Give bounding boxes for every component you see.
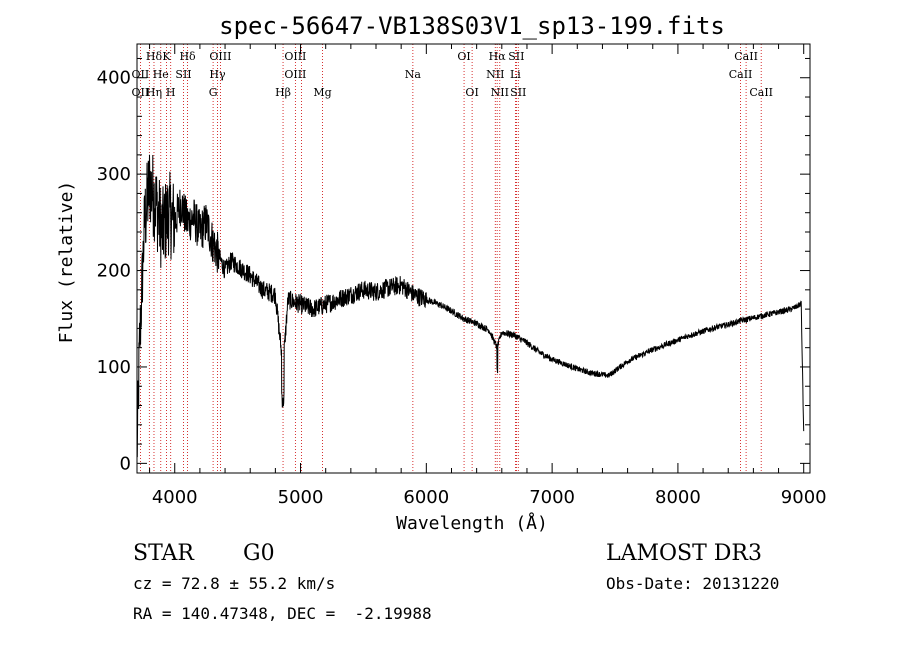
line-marker-label: Hγ (209, 68, 226, 81)
line-marker-label: Li (510, 68, 521, 81)
line-marker-label: CaII (734, 50, 758, 63)
plot-frame (136, 43, 811, 474)
line-marker-label: Hβ (275, 86, 291, 99)
spectrum-line (136, 154, 805, 458)
x-tick-label: 7000 (529, 487, 575, 508)
y-axis-label: Flux (relative) (56, 181, 77, 344)
y-tick-label: 400 (97, 68, 131, 89)
y-tick-label: 300 (97, 164, 131, 185)
line-marker-label: NII (486, 68, 504, 81)
line-marker-label: Mg (313, 86, 331, 99)
emission-line-markers (139, 44, 762, 473)
spectral-subclass: G0 (243, 541, 275, 566)
x-tick-label: 4000 (152, 487, 198, 508)
y-tick-label: 0 (120, 453, 131, 474)
line-marker-label: He (153, 68, 169, 81)
line-marker-label: CaII (749, 86, 773, 99)
line-marker-label: K (162, 50, 171, 63)
survey-name: LAMOST DR3 (606, 541, 762, 566)
line-marker-label: OII (132, 86, 150, 99)
line-marker-label: Hδ (179, 50, 196, 63)
line-marker-label: OI (465, 86, 478, 99)
y-axis: 0 100 200 300 400 (97, 57, 810, 474)
line-marker-label: Na (405, 68, 422, 81)
line-marker-label: OI (457, 50, 470, 63)
x-tick-label: 6000 (403, 487, 449, 508)
line-marker-label: SII (510, 86, 526, 99)
x-tick-label: 5000 (278, 487, 324, 508)
line-marker-label: H (166, 86, 176, 99)
line-marker-label: CaII (729, 68, 753, 81)
coordinates: RA = 140.47348, DEC = -2.19988 (133, 604, 432, 623)
y-tick-label: 100 (97, 357, 131, 378)
observation-date: Obs-Date: 20131220 (606, 574, 780, 593)
object-class: STAR (133, 541, 194, 566)
line-marker-label: G (209, 86, 218, 99)
line-marker-label: SII (508, 50, 524, 63)
line-marker-label: Hα (489, 50, 507, 63)
line-marker-label: OIII (284, 50, 306, 63)
redshift-value: cz = 72.8 ± 55.2 km/s (133, 574, 336, 593)
line-marker-label: OIII (284, 68, 306, 81)
x-axis-label: Wavelength (Å) (396, 512, 548, 534)
line-marker-label: Hη (146, 86, 162, 99)
line-marker-label: OIII (209, 50, 231, 63)
line-marker-label: OII (132, 68, 150, 81)
line-marker-label: SII (175, 68, 191, 81)
line-marker-label: NII (491, 86, 509, 99)
x-axis: 4000 5000 6000 7000 8000 9000 (149, 44, 827, 508)
y-tick-label: 200 (97, 261, 131, 282)
x-tick-label: 9000 (781, 487, 827, 508)
chart-title: spec-56647-VB138S03V1_sp13-199.fits (219, 12, 725, 40)
line-marker-label: Hδ (146, 50, 163, 63)
x-tick-label: 8000 (655, 487, 701, 508)
